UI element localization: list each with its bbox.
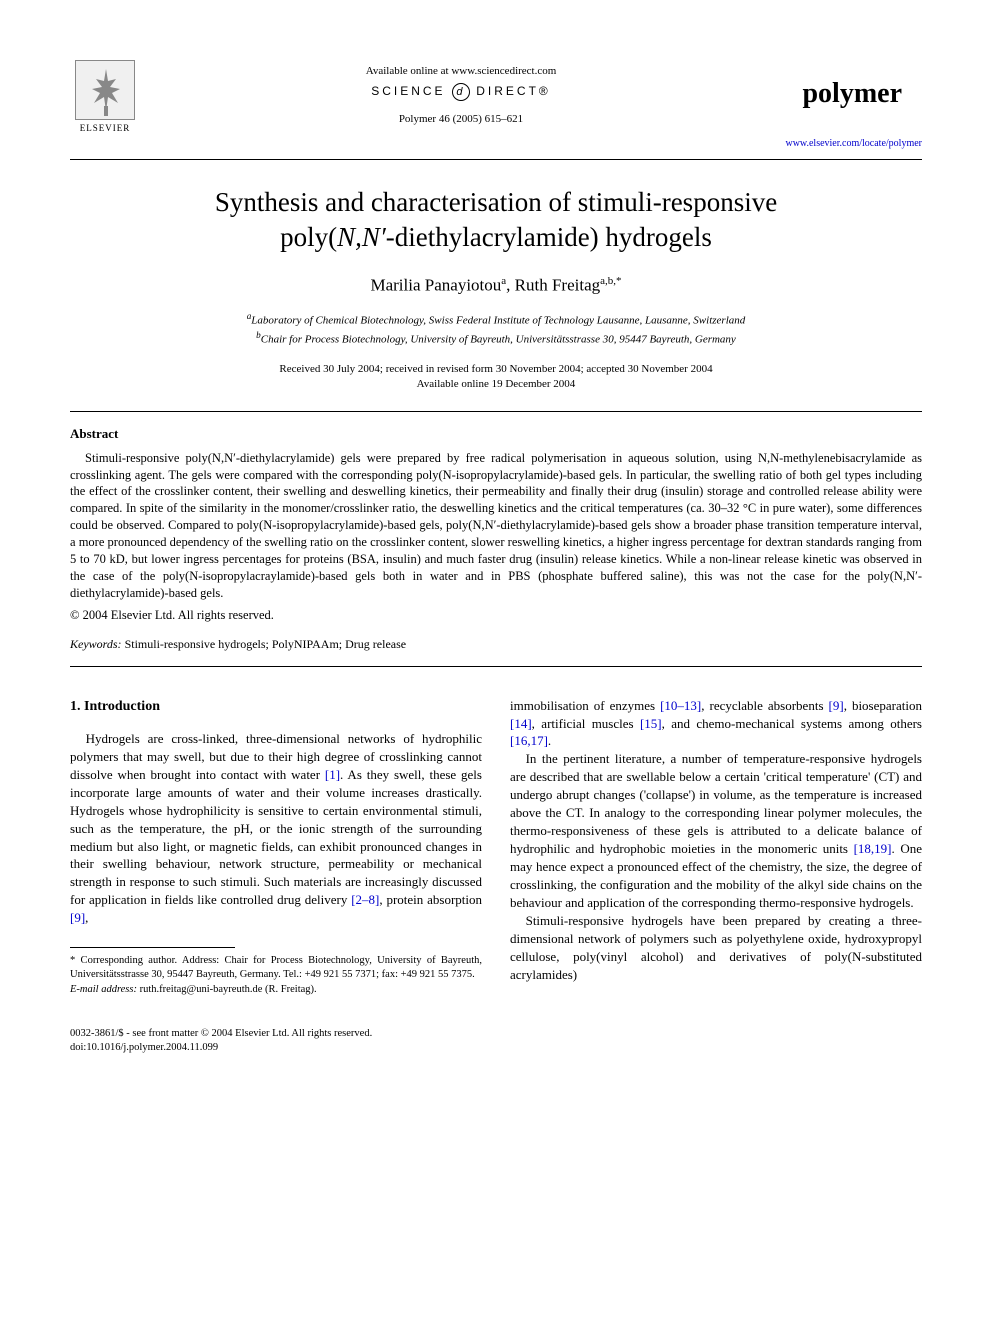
header-rule: [70, 159, 922, 160]
column-right: immobilisation of enzymes [10–13], recyc…: [510, 697, 922, 997]
title-line1: Synthesis and characterisation of stimul…: [215, 187, 777, 217]
sd-right: DIRECT®: [476, 84, 551, 98]
footnote-separator: [70, 947, 235, 948]
available-online-text: Available online at www.sciencedirect.co…: [140, 65, 782, 77]
authors-block: Marilia Panayiotoua, Ruth Freitaga,b,*: [70, 275, 922, 296]
sciencedirect-logo: SCIENCE d DIRECT®: [140, 83, 782, 101]
header-right: polymer www.elsevier.com/locate/polymer: [782, 60, 922, 149]
title-line2-ital: N,N′: [337, 222, 386, 252]
intro-para-1: Hydrogels are cross-linked, three-dimens…: [70, 730, 482, 927]
body-columns: 1. Introduction Hydrogels are cross-link…: [70, 697, 922, 997]
header-center: Available online at www.sciencedirect.co…: [140, 60, 782, 125]
dates-online: Available online 19 December 2004: [417, 378, 576, 390]
author-2: Ruth Freitag: [515, 276, 600, 295]
bottom-info: 0032-3861/$ - see front matter © 2004 El…: [70, 1027, 922, 1055]
dates-received: Received 30 July 2004; received in revis…: [279, 363, 712, 375]
elsevier-logo: ELSEVIER: [70, 60, 140, 145]
col2-para-1: immobilisation of enzymes [10–13], recyc…: [510, 697, 922, 751]
article-dates: Received 30 July 2004; received in revis…: [70, 362, 922, 393]
journal-reference: Polymer 46 (2005) 615–621: [140, 113, 782, 125]
footnote-email: ruth.freitag@uni-bayreuth.de (R. Freitag…: [137, 984, 317, 995]
affiliations-block: aLaboratory of Chemical Biotechnology, S…: [70, 310, 922, 348]
affiliation-a: Laboratory of Chemical Biotechnology, Sw…: [251, 315, 745, 327]
abstract-text: Stimuli-responsive poly(N,N′-diethylacry…: [70, 450, 922, 602]
elsevier-tree-icon: [75, 60, 135, 120]
sd-circle-icon: d: [452, 83, 470, 101]
corresponding-author-footnote: * Corresponding author. Address: Chair f…: [70, 954, 482, 997]
issn-line: 0032-3861/$ - see front matter © 2004 El…: [70, 1028, 372, 1039]
title-line2-suffix: -diethylacrylamide) hydrogels: [386, 222, 712, 252]
title-line2-prefix: poly(: [280, 222, 337, 252]
polymer-logo: polymer: [782, 60, 902, 110]
author-1: Marilia Panayiotou: [370, 276, 501, 295]
intro-heading: 1. Introduction: [70, 697, 482, 716]
footnote-email-label: E-mail address:: [70, 984, 137, 995]
journal-header: ELSEVIER Available online at www.science…: [70, 60, 922, 149]
keywords-label: Keywords:: [70, 637, 122, 651]
doi-line: doi:10.1016/j.polymer.2004.11.099: [70, 1042, 218, 1053]
col2-para-2: In the pertinent literature, a number of…: [510, 750, 922, 911]
article-title: Synthesis and characterisation of stimul…: [110, 185, 882, 255]
keywords-block: Keywords: Stimuli-responsive hydrogels; …: [70, 637, 922, 652]
author-1-affil: a: [501, 275, 506, 287]
author-2-affil: a,b,*: [600, 275, 621, 287]
keywords-text: Stimuli-responsive hydrogels; PolyNIPAAm…: [122, 637, 407, 651]
abstract-heading: Abstract: [70, 426, 922, 442]
abstract-top-rule: [70, 411, 922, 412]
journal-url[interactable]: www.elsevier.com/locate/polymer: [782, 138, 922, 149]
col2-para-3: Stimuli-responsive hydrogels have been p…: [510, 912, 922, 984]
column-left: 1. Introduction Hydrogels are cross-link…: [70, 697, 482, 997]
abstract-bottom-rule: [70, 666, 922, 667]
abstract-body: Stimuli-responsive poly(N,N′-diethylacry…: [70, 451, 922, 600]
footnote-corr: * Corresponding author. Address: Chair f…: [70, 955, 482, 980]
affiliation-b: Chair for Process Biotechnology, Univers…: [261, 334, 736, 346]
elsevier-label: ELSEVIER: [80, 123, 131, 133]
copyright-line: © 2004 Elsevier Ltd. All rights reserved…: [70, 608, 922, 623]
sd-left: SCIENCE: [371, 84, 445, 98]
